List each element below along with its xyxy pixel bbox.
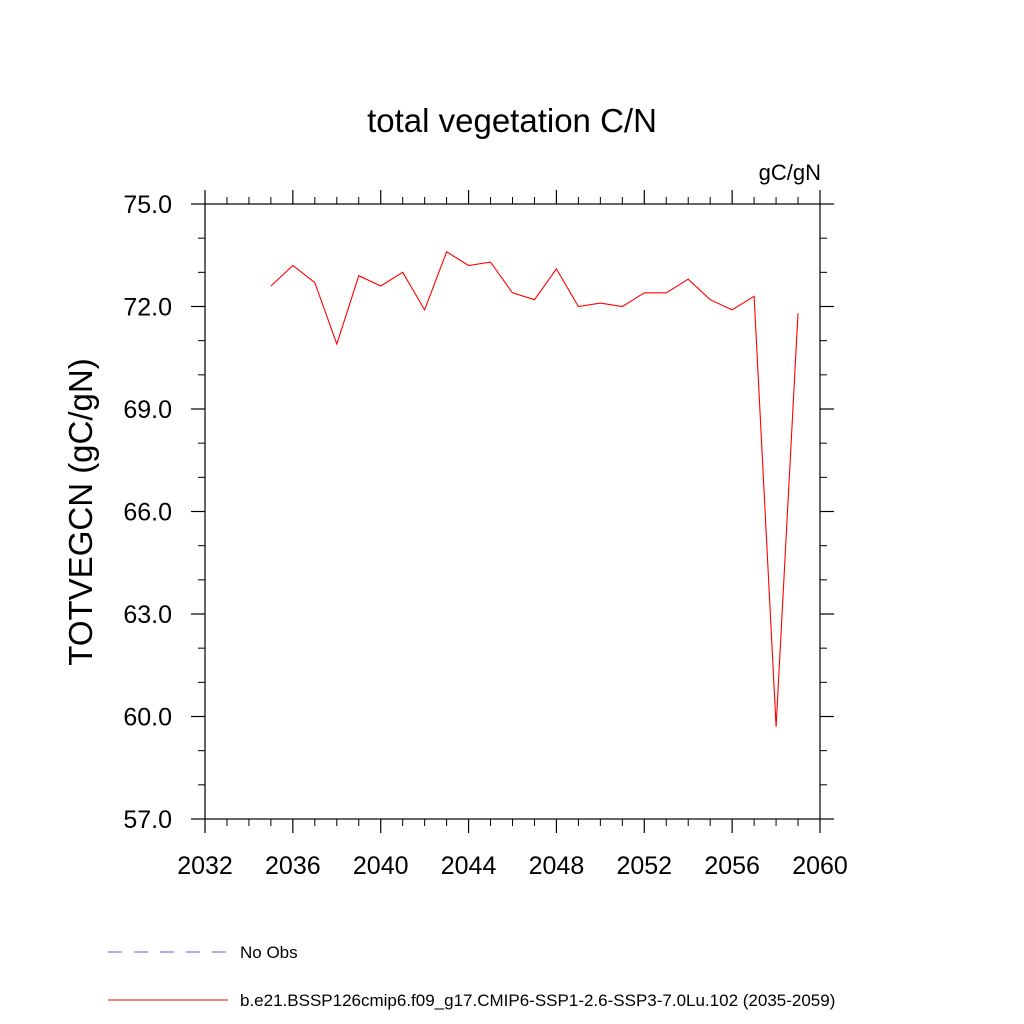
x-tick-label: 2040: [353, 852, 409, 880]
axis-ticks: [191, 190, 834, 833]
axis-tick-labels: 2032 2036 2040 2044 2048 2052 2056 2060 57.0 60.0…: [123, 191, 847, 880]
legend-label: No Obs: [240, 943, 298, 962]
y-tick-label: 66.0: [123, 499, 172, 527]
x-tick-label: 2032: [177, 852, 233, 880]
y-tick-label: 57.0: [123, 806, 172, 834]
x-tick-label: 2044: [441, 852, 497, 880]
x-tick-label: 2052: [616, 852, 672, 880]
y-tick-label: 69.0: [123, 396, 172, 424]
units-label: gC/gN: [759, 160, 821, 185]
chart-title: total vegetation C/N: [367, 102, 657, 139]
x-tick-label: 2048: [529, 852, 585, 880]
y-tick-label: 75.0: [123, 191, 172, 219]
series-line: [270, 250, 799, 727]
y-axis-label: TOTVEGCN (gC/gN): [62, 358, 99, 665]
x-tick-label: 2056: [704, 852, 760, 880]
y-tick-label: 60.0: [123, 704, 172, 732]
series-layer: [270, 250, 799, 727]
x-tick-label: 2060: [792, 852, 848, 880]
legend: No Obs b.e21.BSSP126cmip6.f09_g17.CMIP6-S…: [108, 943, 835, 1010]
plot-frame: [204, 203, 821, 820]
x-tick-label: 2036: [265, 852, 321, 880]
y-tick-label: 63.0: [123, 601, 172, 629]
y-tick-label: 72.0: [123, 294, 172, 322]
legend-label: b.e21.BSSP126cmip6.f09_g17.CMIP6-SSP1-2.…: [240, 991, 835, 1010]
